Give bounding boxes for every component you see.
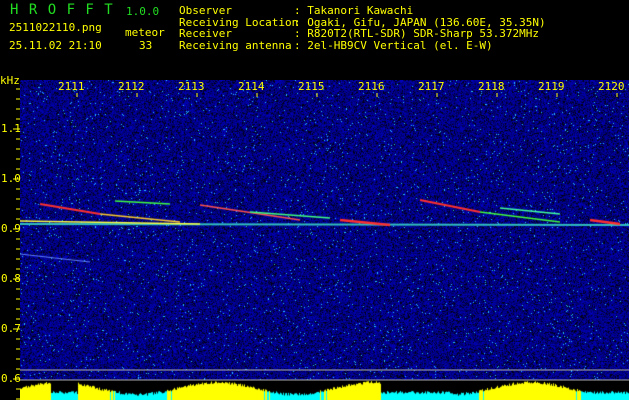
file-name: 2511022110.png — [9, 21, 102, 34]
x-tick-label: 2120 — [598, 80, 625, 93]
y-tick-label: 1.0 — [1, 172, 21, 185]
x-tick-label: 2114 — [238, 80, 265, 93]
spectrogram — [20, 80, 629, 400]
meteor-count: 33 — [139, 39, 153, 52]
info-value: : R820T2(RTL-SDR) SDR-Sharp 53.372MHz — [294, 27, 540, 40]
info-value: : Ogaki, Gifu, JAPAN (136.60E, 35.35N) — [294, 15, 546, 29]
info-value: : 2el-HB9CV Vertical (el. E-W) — [294, 38, 493, 52]
info-label: Receiving Location — [179, 15, 299, 29]
datetime: 25.11.02 21:10 — [9, 39, 102, 52]
info-value: : Takanori Kawachi — [294, 4, 414, 17]
x-tick-label: 2115 — [298, 80, 325, 93]
x-tick-label: 2117 — [418, 80, 445, 93]
app-version: 1.0.0 — [126, 5, 160, 18]
x-tick-label: 2116 — [358, 80, 385, 93]
y-tick-label: 0.8 — [1, 272, 21, 285]
y-tick-label: 0.6 — [1, 372, 21, 385]
info-label: Receiver — [179, 27, 232, 40]
x-tick-label: 2111 — [58, 80, 85, 93]
x-tick-label: 2119 — [538, 80, 565, 93]
app-title: H R O F F T — [10, 2, 114, 18]
x-tick-label: 2113 — [178, 80, 205, 93]
info-label: Observer — [179, 4, 232, 17]
meteor-label: meteor — [125, 26, 165, 39]
x-tick-label: 2112 — [118, 80, 145, 93]
y-tick-label: 0.9 — [1, 222, 21, 235]
y-tick-label: 0.7 — [1, 322, 21, 335]
y-unit-label: kHz — [0, 74, 20, 87]
x-tick-label: 2118 — [478, 80, 505, 93]
y-tick-label: 1.1 — [1, 122, 21, 135]
info-label: Receiving antenna — [179, 38, 292, 52]
